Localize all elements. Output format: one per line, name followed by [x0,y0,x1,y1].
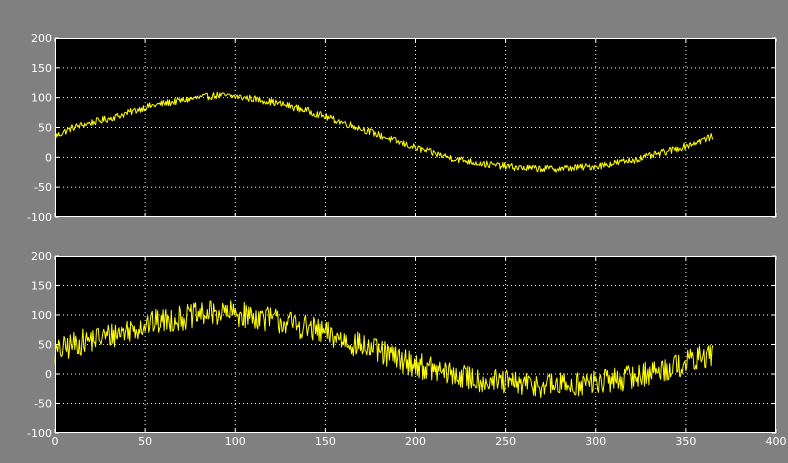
y-tick-label: -100 [27,427,52,440]
y-tick-label: 100 [31,309,52,322]
plot-border [55,38,776,217]
plot-border [55,256,776,433]
y-tick-label: -50 [34,181,52,194]
x-tick-label: 0 [52,435,59,448]
x-tick-label: 50 [138,435,152,448]
x-tick-label: 200 [405,435,426,448]
x-tick-label: 250 [495,435,516,448]
y-tick-label: 150 [31,62,52,75]
y-tick-label: 200 [31,250,52,263]
y-tick-label: 50 [38,122,52,135]
x-tick-label: 100 [225,435,246,448]
x-tick-label: 350 [675,435,696,448]
y-tick-label: -100 [27,211,52,224]
signal-trace-1 [54,300,714,399]
y-tick-label: 150 [31,280,52,293]
x-tick-label: 400 [766,435,787,448]
y-tick-label: 200 [31,32,52,45]
signal-trace-1 [54,91,714,173]
x-tick-label: 150 [315,435,336,448]
y-tick-label: 0 [45,368,52,381]
y-tick-label: 0 [45,151,52,164]
y-tick-label: 50 [38,339,52,352]
plot-1: 200 150 100 50 0 -50 -100 [27,32,777,224]
y-tick-label: -50 [34,398,52,411]
y-tick-label: 100 [31,92,52,105]
x-tick-label: 300 [585,435,606,448]
